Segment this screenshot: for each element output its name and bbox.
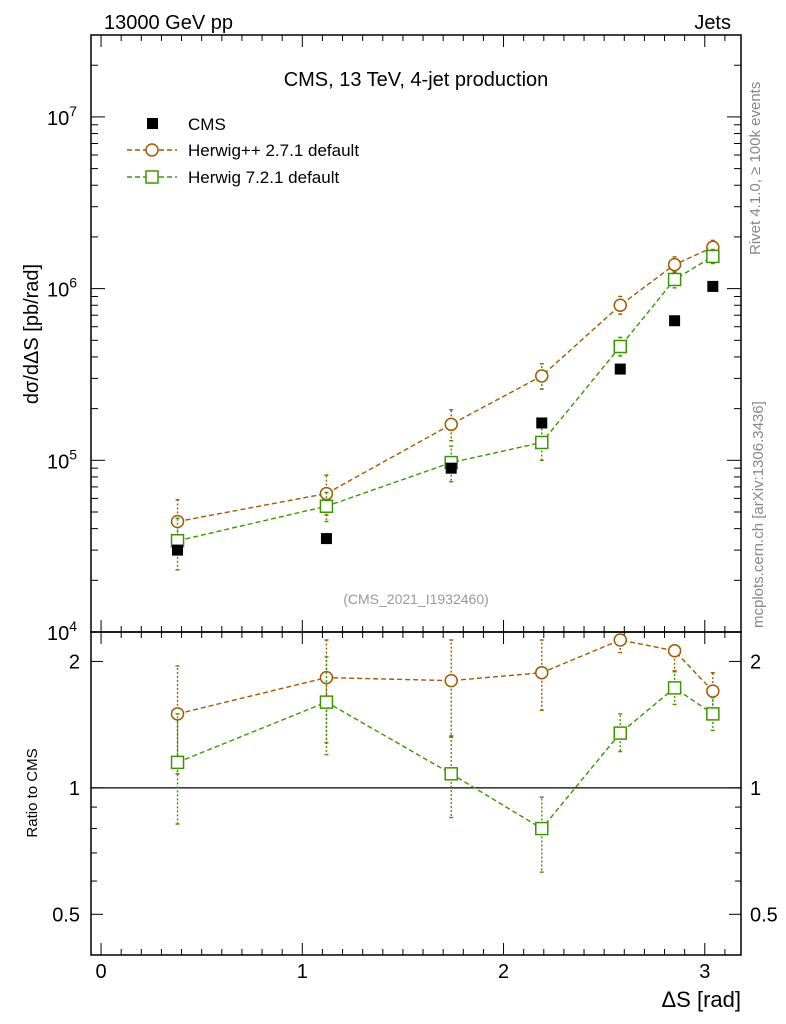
main-y-axis-label: dσ/dΔS [pb/rad] [21, 264, 43, 404]
main-herwig-pp-point [535, 369, 549, 383]
ratio-y-tick-label-right: 2 [750, 651, 761, 673]
ratio-herwig-pp-point [667, 644, 682, 658]
main-herwig7-line [177, 255, 714, 542]
main-cms-data-point [172, 544, 184, 556]
ratio-herwig-pp-point [706, 684, 720, 698]
x-tick-label: 1 [297, 961, 308, 983]
main-cms-data-point [669, 315, 681, 327]
ratio-series-layer [170, 633, 720, 873]
ratio-herwig-pp-line [177, 639, 714, 715]
header-jets-label: Jets [694, 12, 731, 34]
ratio-y-tick-label-right: 1 [750, 778, 761, 800]
main-y-tick-label: 104 [47, 618, 77, 645]
main-y-tick-label: 105 [47, 446, 77, 473]
main-herwig7-point [535, 435, 549, 450]
legend-herwig7-marker [145, 170, 159, 184]
main-cms-data-point [445, 462, 457, 474]
main-cms-data-point [614, 363, 626, 375]
legend: CMS Herwig++ 2.7.1 default Herwig 7.2.1 … [127, 115, 359, 187]
main-cms-data-point [707, 280, 719, 292]
ratio-y-tick-label: 2 [69, 651, 80, 673]
main-cms-data-point [536, 417, 548, 429]
ratio-herwig7-point [444, 767, 458, 781]
main-herwig7-point [613, 339, 628, 354]
main-herwig7-point [706, 249, 720, 264]
x-tick-label: 2 [498, 961, 509, 983]
main-title: CMS, 13 TeV, 4-jet production [284, 69, 549, 91]
ratio-axis-ticks: 0 1 2 3 0.5 0.5 1 1 2 2 [52, 632, 778, 983]
ratio-herwig7-point [706, 707, 720, 721]
rivet-version-label: Rivet 4.1.0, ≥ 100k events [747, 82, 764, 255]
header-energy-label: 13000 GeV pp [104, 12, 233, 34]
ratio-herwig-pp-point [535, 665, 549, 680]
ratio-y-tick-label: 0.5 [52, 904, 80, 926]
legend-herwig-pp-label: Herwig++ 2.7.1 default [188, 141, 359, 160]
ratio-herwig7-point [535, 821, 549, 836]
x-tick-label: 0 [95, 961, 106, 983]
main-herwig7-point [667, 272, 682, 287]
main-y-tick-label: 107 [47, 103, 77, 130]
main-herwig7-point [319, 499, 334, 514]
ratio-y-axis-label: Ratio to CMS [24, 748, 41, 837]
main-series-layer [170, 239, 720, 571]
main-herwig-pp-point [613, 298, 628, 313]
main-herwig-pp-point [667, 257, 682, 272]
ratio-herwig7-point [170, 755, 185, 770]
main-y-tick-label: 106 [47, 275, 77, 302]
main-panel: CMS, 13 TeV, 4-jet production (CMS_2021_… [21, 34, 742, 645]
legend-cms-marker [147, 118, 158, 129]
legend-cms-label: CMS [188, 115, 226, 134]
ratio-y-tick-label-right: 0.5 [750, 904, 778, 926]
mcplots-reference-label: mcplots.cern.ch [arXiv:1306.3436] [750, 401, 767, 628]
ratio-plot-frame [90, 631, 742, 956]
ratio-herwig7-line [177, 686, 714, 830]
ratio-herwig-pp-point [444, 673, 458, 688]
legend-herwig-pp-marker [145, 143, 159, 157]
main-axis-ticks: 104 105 106 107 [47, 34, 741, 645]
main-herwig-pp-point [170, 514, 185, 529]
ratio-herwig7-point [613, 726, 628, 740]
ratio-herwig7-point [667, 681, 682, 695]
main-herwig-pp-line [177, 246, 714, 523]
main-herwig-pp-point [444, 417, 458, 432]
x-axis-label: ΔS [rad] [661, 987, 741, 1012]
ratio-panel: Ratio to CMS ΔS [rad] 0 1 2 3 0.5 0.5 1 1 2 2 [24, 631, 778, 1012]
analysis-watermark: (CMS_2021_I1932460) [343, 591, 489, 607]
x-tick-label: 3 [699, 961, 710, 983]
ratio-y-tick-label: 1 [69, 778, 80, 800]
legend-herwig7-label: Herwig 7.2.1 default [188, 168, 339, 187]
ratio-herwig7-point [319, 695, 334, 709]
ratio-herwig-pp-point [613, 633, 628, 647]
main-cms-data-point [320, 533, 332, 545]
